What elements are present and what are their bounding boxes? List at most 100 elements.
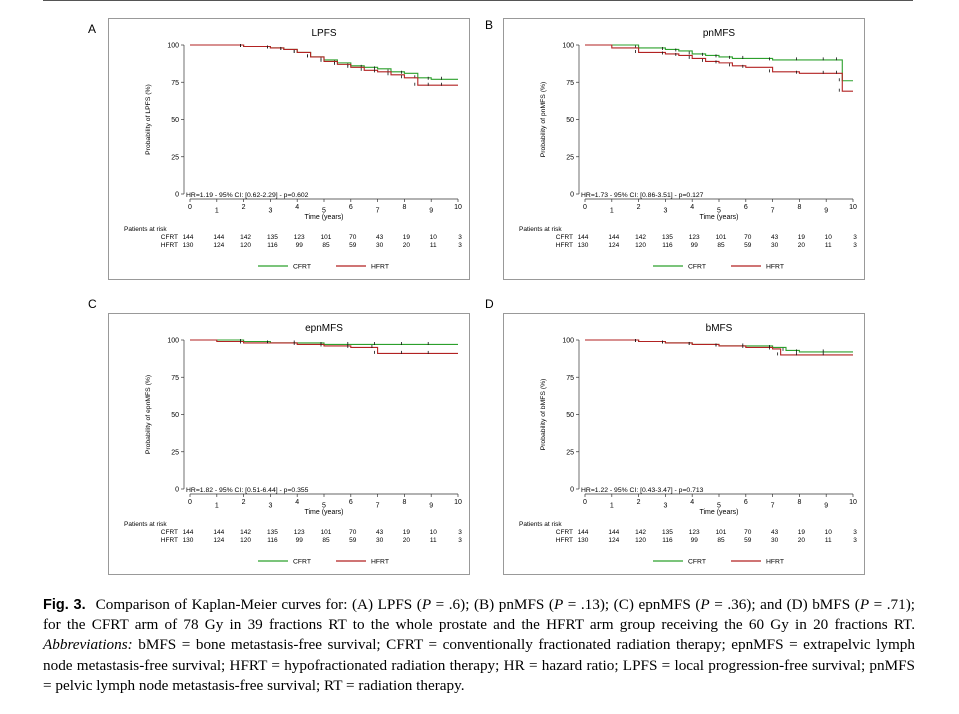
risk-count: 19: [403, 529, 411, 536]
risk-count: 19: [798, 234, 806, 241]
risk-count: 11: [825, 242, 832, 249]
risk-count: 30: [771, 242, 779, 249]
km-panel-pnmfs: pnMFS 0 25 50 75 100 Probability of pnMFS (%) 0…: [503, 18, 865, 280]
y-tick-label: 100: [562, 43, 574, 50]
risk-count: 135: [267, 234, 278, 241]
x-tick-label: 2: [637, 499, 641, 506]
x-tick-label: 4: [690, 499, 694, 506]
risk-count: 3: [853, 529, 857, 536]
caption-p-a: P: [421, 596, 432, 613]
risk-count: 11: [430, 242, 437, 249]
legend-label-hfrt: HFRT: [371, 264, 389, 271]
risk-count: 124: [213, 537, 224, 544]
panel-frame: [503, 18, 865, 280]
y-axis-label: Probability of bMFS (%): [540, 379, 547, 451]
risk-count: 130: [578, 537, 589, 544]
x-axis-label: Time (years): [304, 509, 343, 516]
risk-count: 116: [267, 242, 278, 249]
risk-count: 43: [376, 529, 384, 536]
x-tick-label: 9: [429, 208, 433, 215]
x-tick-label: 7: [771, 208, 775, 215]
risk-count: 59: [349, 537, 357, 544]
risk-count: 142: [240, 529, 251, 536]
x-tick-label: 8: [797, 499, 801, 506]
legend-label-cfrt: CFRT: [688, 264, 706, 271]
x-tick-label: 9: [429, 503, 433, 510]
risk-count: 43: [771, 234, 779, 241]
risk-count: 144: [578, 234, 589, 241]
risk-table-label: Patients at risk: [519, 521, 562, 528]
risk-count: 101: [716, 234, 727, 241]
x-tick-label: 3: [268, 503, 272, 510]
x-tick-label: 1: [215, 503, 219, 510]
risk-count: 116: [662, 242, 673, 249]
km-panel-lpfs: LPFS 0 25 50 75 100 Probability of LPFS (%) 0 1 2…: [108, 18, 470, 280]
risk-count: 10: [825, 529, 833, 536]
x-tick-label: 6: [349, 204, 353, 211]
y-tick-label: 50: [171, 117, 179, 124]
chart-title: bMFS: [706, 323, 733, 334]
hr-annotation: HR=1.73 - 95% CI: [0.86-3.51] - p=0.127: [581, 192, 704, 199]
caption-text-2: = .6); (B) pnMFS (: [431, 596, 554, 613]
x-tick-label: 8: [402, 499, 406, 506]
x-tick-label: 2: [637, 204, 641, 211]
x-tick-label: 2: [242, 499, 246, 506]
risk-count: 11: [430, 537, 437, 544]
caption-p-b: P: [553, 596, 564, 613]
risk-table-label: Patients at risk: [124, 226, 167, 233]
y-tick-label: 75: [566, 80, 574, 87]
risk-count: 19: [798, 529, 806, 536]
hr-annotation: HR=1.82 - 95% CI: [0.51-6.44] - p=0.355: [186, 487, 309, 494]
risk-count: 20: [798, 242, 806, 249]
risk-count: 135: [267, 529, 278, 536]
risk-row-label: CFRT: [556, 529, 573, 536]
risk-row-label: CFRT: [161, 234, 178, 241]
y-tick-label: 50: [566, 117, 574, 124]
risk-row-label: HFRT: [161, 537, 178, 544]
chart-title: LPFS: [311, 28, 336, 39]
x-tick-label: 7: [376, 503, 380, 510]
risk-count: 124: [608, 242, 619, 249]
x-tick-label: 10: [454, 499, 462, 506]
risk-count: 85: [717, 242, 725, 249]
x-axis-label: Time (years): [699, 214, 738, 221]
risk-count: 130: [578, 242, 589, 249]
y-tick-label: 50: [171, 412, 179, 419]
x-tick-label: 7: [376, 208, 380, 215]
risk-row-label: HFRT: [161, 242, 178, 249]
risk-count: 99: [296, 537, 304, 544]
risk-row-label: HFRT: [556, 242, 573, 249]
risk-count: 120: [635, 537, 646, 544]
y-axis-label: Probability of epnMFS (%): [145, 375, 152, 454]
risk-count: 85: [717, 537, 725, 544]
legend-label-hfrt: HFRT: [371, 559, 389, 566]
risk-count: 59: [744, 537, 752, 544]
y-axis-label: Probability of LPFS (%): [145, 84, 152, 155]
caption-text-4: = .36); and (D) bMFS (: [709, 596, 860, 613]
risk-count: 3: [458, 234, 462, 241]
risk-count: 144: [608, 234, 619, 241]
risk-row-label: CFRT: [161, 529, 178, 536]
risk-count: 123: [689, 234, 700, 241]
chart-title: pnMFS: [703, 28, 736, 39]
km-curve-hfrt: [190, 339, 458, 354]
risk-count: 130: [183, 537, 194, 544]
risk-row-label: CFRT: [556, 234, 573, 241]
x-tick-label: 4: [690, 204, 694, 211]
x-tick-label: 0: [188, 499, 192, 506]
risk-count: 120: [240, 537, 251, 544]
x-tick-label: 5: [717, 208, 721, 215]
y-tick-label: 75: [171, 375, 179, 382]
km-panel-bmfs: bMFS 0 25 50 75 100 Probability of bMFS (%) 0 1 2…: [503, 313, 865, 575]
km-curve-cfrt: [190, 339, 458, 346]
risk-count: 120: [240, 242, 251, 249]
y-tick-label: 50: [566, 412, 574, 419]
risk-count: 99: [296, 242, 304, 249]
y-tick-label: 0: [175, 487, 179, 494]
y-axis-label: Probability of pnMFS (%): [540, 82, 547, 158]
risk-count: 142: [635, 234, 646, 241]
y-tick-label: 100: [167, 43, 179, 50]
risk-count: 135: [662, 529, 673, 536]
caption-fig-label: Fig. 3.: [43, 597, 86, 613]
y-tick-label: 100: [562, 338, 574, 345]
